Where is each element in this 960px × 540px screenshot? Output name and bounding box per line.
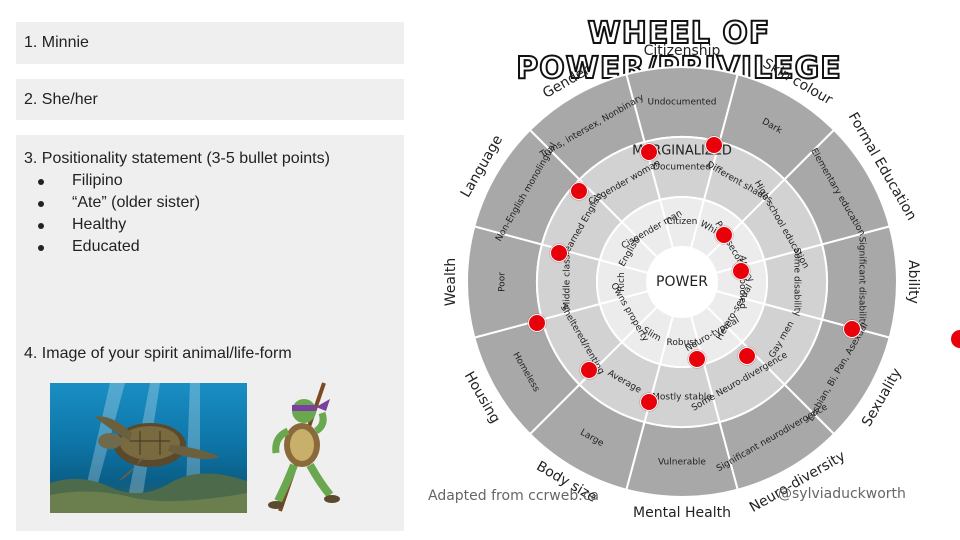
positionality-box: 3. Positionality statement (3-5 bullet p… (16, 135, 404, 531)
credit-author: @sylviaduckworth (778, 486, 906, 502)
spirit-animal-title: 4. Image of your spirit animal/life-form (24, 345, 292, 362)
wheel-center-label: POWER (656, 274, 708, 290)
wheel-marker[interactable] (640, 393, 658, 411)
wheel-label-inner: Able-bodied (737, 255, 747, 309)
edge-marker[interactable] (951, 330, 960, 348)
positionality-title: 3. Positionality statement (3-5 bullet p… (24, 150, 330, 167)
wheel-label-outer: Significant disability (857, 237, 867, 329)
wheel-label-inner: Robust (667, 338, 698, 348)
wheel-marker[interactable] (640, 143, 658, 161)
wheel-category-label: Mental Health (633, 505, 731, 521)
positionality-bullet[interactable]: Filipino (38, 170, 200, 192)
wheel-marker[interactable] (688, 350, 706, 368)
wheel-marker[interactable] (705, 136, 723, 154)
wheel-marker[interactable] (732, 262, 750, 280)
wheel-label-outer: Poor (498, 272, 508, 292)
wheel-marker[interactable] (570, 182, 588, 200)
name-field-box: 1. Minnie (16, 22, 404, 64)
wheel-marker[interactable] (715, 226, 733, 244)
wheel-label-middle: Middle class (563, 254, 573, 309)
pronouns-field-box: 2. She/her (16, 79, 404, 120)
positionality-list: Filipino “Ate” (older sister) Healthy Ed… (38, 170, 200, 258)
bullet-icon (38, 179, 44, 185)
bullet-icon (38, 201, 44, 207)
wheel-label-inner: Rich (617, 272, 627, 291)
wheel-marker[interactable] (738, 347, 756, 365)
wheel-category-label: Wealth (443, 258, 459, 306)
wheel-marker[interactable] (528, 314, 546, 332)
wheel-of-power: Undocumented Documented Citizen Citizenship… (443, 43, 921, 521)
wheel-center (646, 246, 718, 318)
pronouns-field[interactable]: 2. She/her (24, 91, 98, 108)
wheel-marker[interactable] (580, 361, 598, 379)
positionality-bullet[interactable]: Educated (38, 236, 200, 258)
wheel-label-middle: Mostly stable (652, 393, 712, 403)
ninja-turtle-image[interactable] (260, 381, 344, 515)
wheel-label-outer: Vulnerable (658, 458, 706, 468)
wheel-category-label: Citizenship (644, 43, 721, 59)
wheel-label-inner: Citizen (667, 217, 698, 227)
bullet-icon (38, 245, 44, 251)
wheel-label-outer: Undocumented (648, 98, 717, 108)
sea-turtle-image[interactable] (50, 383, 247, 513)
credit-source: Adapted from ccrweb.ca (428, 488, 599, 504)
wheel-category-label: Ability (905, 260, 921, 304)
positionality-bullet[interactable]: “Ate” (older sister) (38, 192, 200, 214)
wheel-marker[interactable] (550, 244, 568, 262)
wheel-label-middle: Documented (653, 163, 711, 173)
wheel-label-middle: Some disability (792, 248, 802, 318)
name-field[interactable]: 1. Minnie (24, 34, 89, 51)
wheel-marker[interactable] (843, 320, 861, 338)
bullet-icon (38, 223, 44, 229)
positionality-bullet[interactable]: Healthy (38, 214, 200, 236)
